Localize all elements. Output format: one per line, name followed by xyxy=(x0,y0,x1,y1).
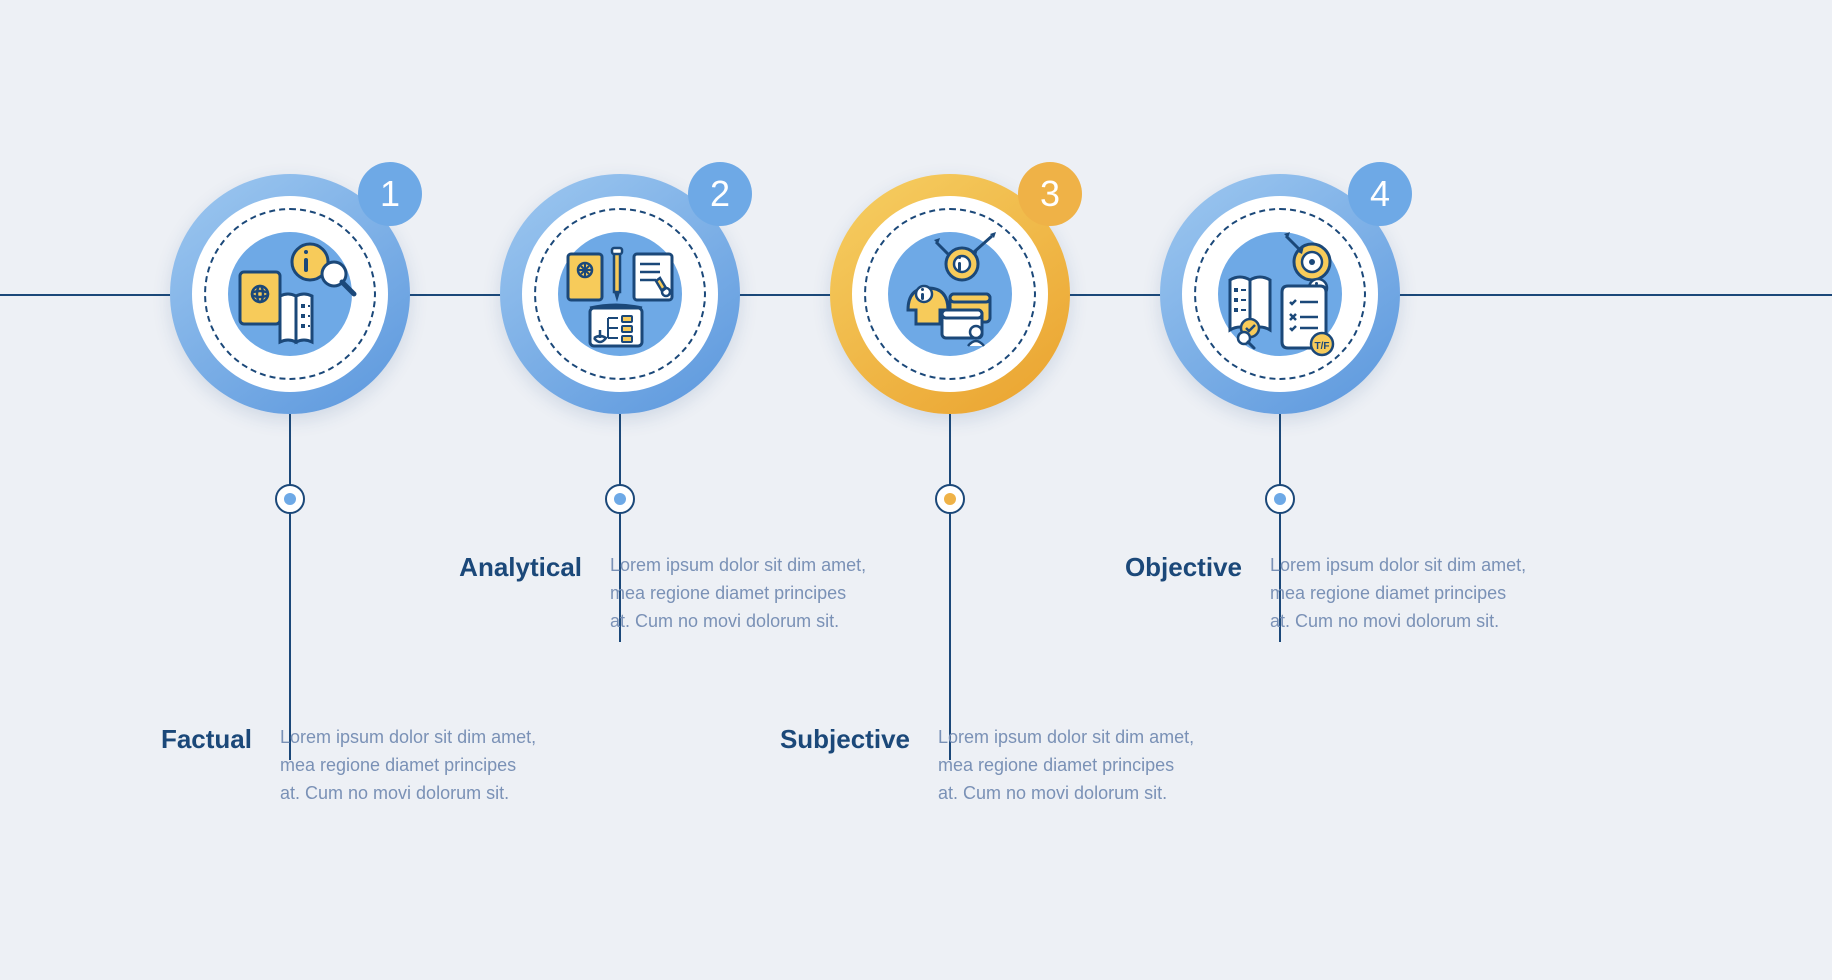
objective-icon: T/F xyxy=(1208,222,1352,366)
step-body: Lorem ipsum dolor sit dim amet, mea regi… xyxy=(280,724,540,808)
step-1-text: Factual Lorem ipsum dolor sit dim amet, … xyxy=(130,724,540,808)
step-title: Objective xyxy=(1092,552,1242,583)
step-3: 3 xyxy=(830,174,1070,414)
step-number: 3 xyxy=(1040,173,1060,215)
dot-inner xyxy=(1274,493,1286,505)
step-title: Factual xyxy=(130,724,252,755)
svg-text:T/F: T/F xyxy=(1315,341,1330,352)
step-4-text: Objective Lorem ipsum dolor sit dim amet… xyxy=(1092,552,1530,636)
step-1-stem xyxy=(289,414,291,760)
step-number-badge: 4 xyxy=(1348,162,1412,226)
step-number-badge: 3 xyxy=(1018,162,1082,226)
step-3-text: Subjective Lorem ipsum dolor sit dim ame… xyxy=(760,724,1198,808)
step-body: Lorem ipsum dolor sit dim amet, mea regi… xyxy=(610,552,870,636)
step-circle: T/F 4 xyxy=(1160,174,1400,414)
step-body: Lorem ipsum dolor sit dim amet, mea regi… xyxy=(1270,552,1530,636)
step-2: 2 xyxy=(500,174,740,414)
step-number: 2 xyxy=(710,173,730,215)
step-number: 4 xyxy=(1370,173,1390,215)
dot-inner xyxy=(944,493,956,505)
step-4: T/F 4 xyxy=(1160,174,1400,414)
step-circle: 3 xyxy=(830,174,1070,414)
step-title: Subjective xyxy=(760,724,910,755)
step-3-stem xyxy=(949,414,951,760)
step-body: Lorem ipsum dolor sit dim amet, mea regi… xyxy=(938,724,1198,808)
step-3-dot xyxy=(935,484,965,514)
step-1: 1 xyxy=(170,174,410,414)
step-title: Analytical xyxy=(432,552,582,583)
step-circle: 2 xyxy=(500,174,740,414)
step-4-dot xyxy=(1265,484,1295,514)
step-2-text: Analytical Lorem ipsum dolor sit dim ame… xyxy=(432,552,870,636)
step-number: 1 xyxy=(380,173,400,215)
dot-inner xyxy=(284,493,296,505)
step-number-badge: 1 xyxy=(358,162,422,226)
step-2-dot xyxy=(605,484,635,514)
step-1-dot xyxy=(275,484,305,514)
step-circle: 1 xyxy=(170,174,410,414)
analytical-icon xyxy=(548,222,692,366)
dot-inner xyxy=(614,493,626,505)
subjective-icon xyxy=(878,222,1022,366)
step-number-badge: 2 xyxy=(688,162,752,226)
factual-icon xyxy=(218,222,362,366)
